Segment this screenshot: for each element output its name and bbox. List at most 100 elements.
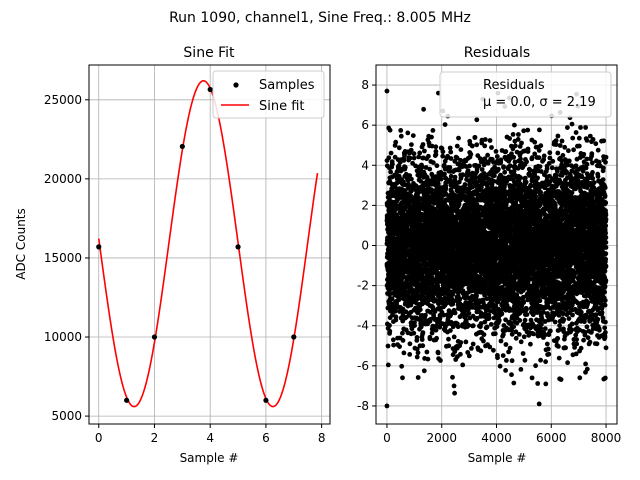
residual-point: [450, 374, 455, 380]
residual-point: [412, 323, 417, 328]
residual-point: [397, 344, 402, 349]
residual-point: [466, 322, 472, 328]
residual-point: [442, 171, 447, 177]
sample-point: [263, 397, 269, 403]
sample-point: [124, 397, 130, 403]
residual-point: [430, 127, 436, 133]
residual-point: [440, 153, 446, 159]
residual-point: [389, 296, 395, 302]
residual-point: [482, 143, 488, 149]
residual-point: [513, 335, 519, 341]
residual-point: [422, 148, 427, 154]
residual-point: [485, 160, 491, 166]
residual-point: [474, 293, 479, 299]
residual-point: [415, 350, 421, 356]
residual-point: [419, 337, 425, 342]
residual-point: [458, 351, 463, 357]
residual-point: [503, 368, 508, 373]
residual-point: [405, 186, 411, 191]
residual-point: [415, 375, 421, 380]
residual-point: [445, 153, 450, 159]
residual-points: [384, 88, 609, 409]
residual-point: [411, 330, 417, 336]
residual-point: [448, 149, 454, 155]
residual-point: [390, 161, 395, 167]
residual-point: [398, 127, 404, 133]
y-tick-label: 20000: [44, 172, 82, 186]
sample-point: [96, 244, 102, 250]
residual-point: [433, 152, 439, 158]
sine-fit-curve: [97, 80, 319, 408]
residual-point: [429, 134, 434, 140]
residual-point: [429, 274, 435, 280]
residual-point: [400, 375, 405, 381]
residual-point: [511, 154, 517, 160]
residual-point: [408, 147, 414, 153]
residual-point: [385, 362, 391, 368]
residual-point: [496, 166, 501, 172]
residual-point: [482, 137, 488, 142]
residual-point: [466, 353, 472, 359]
residual-point: [441, 162, 447, 168]
residual-point: [511, 324, 517, 330]
residual-point: [429, 330, 435, 336]
residual-point: [497, 363, 503, 369]
residual-point: [502, 169, 508, 175]
residual-point: [391, 342, 396, 348]
sine-fit-x-label: Sample #: [180, 451, 239, 465]
residual-point: [456, 179, 462, 185]
residual-point: [507, 136, 512, 141]
residual-point: [433, 144, 439, 150]
residual-point: [468, 151, 474, 157]
residual-point: [402, 152, 407, 158]
residual-point: [409, 176, 414, 182]
residual-point: [474, 142, 480, 148]
residual-point: [420, 343, 426, 349]
residual-point: [406, 181, 411, 187]
residual-point: [517, 175, 523, 180]
residual-point: [426, 153, 431, 159]
residual-point: [429, 143, 435, 149]
sample-point: [235, 244, 241, 250]
residual-point: [414, 335, 420, 340]
residual-point: [488, 322, 494, 327]
residual-point: [498, 157, 504, 163]
residual-point: [509, 358, 515, 364]
residual-point: [387, 328, 393, 334]
residual-point: [501, 165, 506, 170]
sine-fit-y-label: ADC Counts: [14, 208, 28, 280]
residual-point: [463, 339, 469, 345]
residual-point: [443, 186, 449, 191]
residuals-plot-area: [384, 88, 609, 409]
residual-point: [442, 122, 448, 127]
residual-point: [491, 347, 496, 353]
residual-point: [410, 133, 416, 139]
residual-point: [393, 139, 399, 145]
residual-point: [425, 356, 431, 362]
residual-point: [457, 296, 463, 302]
residual-point: [463, 164, 469, 169]
residual-point: [427, 166, 433, 172]
residual-point: [454, 143, 460, 149]
residual-point: [458, 147, 464, 153]
residual-point: [387, 323, 392, 328]
residuals-title: Residuals: [464, 45, 530, 61]
residual-point: [452, 349, 458, 354]
residual-point: [396, 297, 402, 302]
residual-point: [387, 292, 392, 298]
residual-point: [451, 298, 457, 304]
residual-point: [478, 348, 484, 354]
residual-point: [387, 127, 393, 133]
residual-point: [396, 145, 402, 151]
residual-point: [416, 190, 422, 195]
residual-point: [466, 311, 472, 316]
residual-point: [414, 354, 420, 360]
residual-point: [438, 358, 443, 363]
residual-point: [516, 332, 522, 337]
residual-point: [452, 390, 457, 396]
residual-point: [455, 324, 461, 330]
sine-fit-title: Sine Fit: [183, 45, 235, 61]
residual-point: [440, 149, 446, 155]
residual-point: [495, 355, 500, 361]
